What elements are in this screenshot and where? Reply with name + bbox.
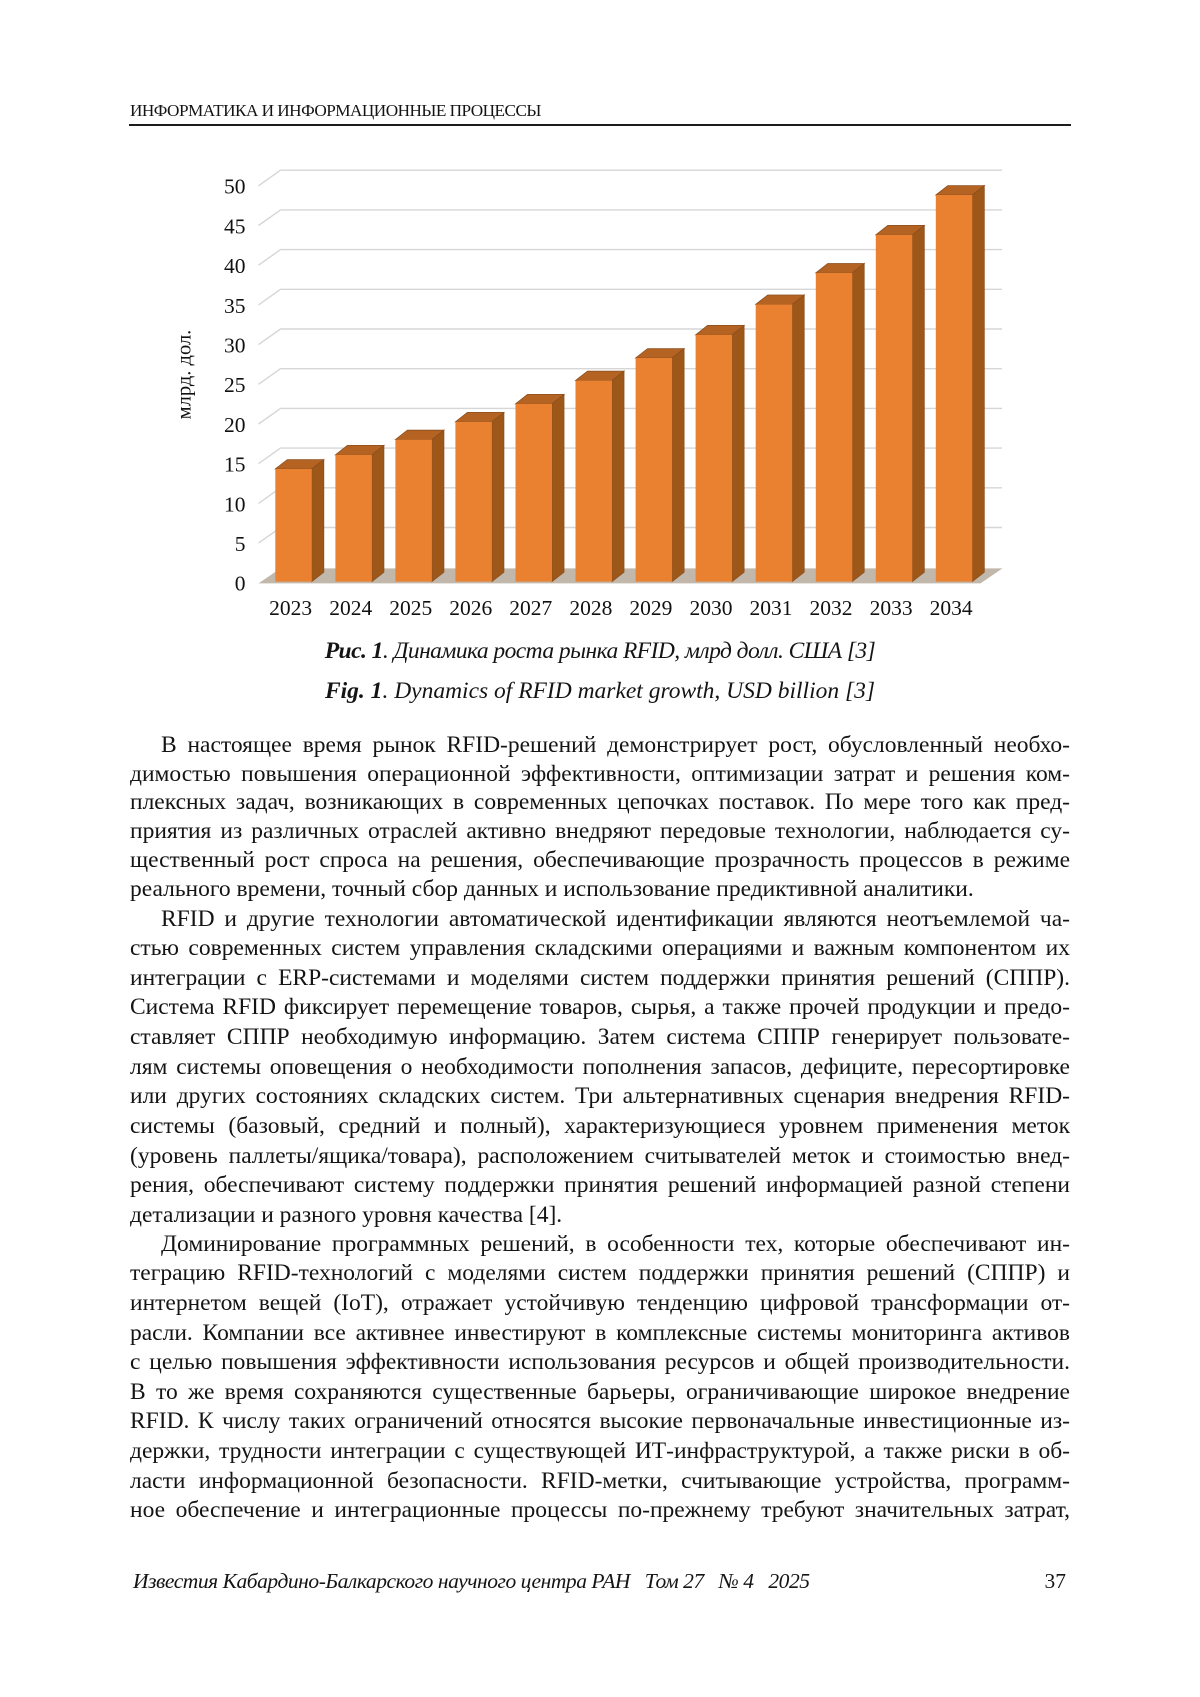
svg-text:2025: 2025 bbox=[389, 596, 432, 620]
svg-text:2033: 2033 bbox=[870, 596, 913, 620]
svg-text:35: 35 bbox=[224, 294, 246, 318]
svg-text:2030: 2030 bbox=[690, 596, 733, 620]
svg-text:20: 20 bbox=[224, 413, 246, 437]
svg-text:2023: 2023 bbox=[269, 596, 312, 620]
svg-text:50: 50 bbox=[224, 175, 246, 199]
svg-text:30: 30 bbox=[224, 334, 246, 358]
svg-text:2028: 2028 bbox=[569, 596, 612, 620]
svg-text:2032: 2032 bbox=[810, 596, 853, 620]
svg-text:0: 0 bbox=[235, 572, 246, 596]
svg-text:25: 25 bbox=[224, 373, 246, 397]
svg-text:2029: 2029 bbox=[629, 596, 672, 620]
svg-text:15: 15 bbox=[224, 453, 246, 477]
svg-text:2034: 2034 bbox=[930, 596, 973, 620]
svg-text:2027: 2027 bbox=[509, 596, 552, 620]
svg-text:5: 5 bbox=[235, 532, 246, 556]
svg-text:40: 40 bbox=[224, 254, 246, 278]
svg-text:2026: 2026 bbox=[449, 596, 492, 620]
svg-text:млрд. дол.: млрд. дол. bbox=[174, 330, 196, 420]
svg-text:10: 10 bbox=[224, 492, 246, 516]
svg-text:2024: 2024 bbox=[329, 596, 372, 620]
svg-text:2031: 2031 bbox=[750, 596, 793, 620]
svg-text:45: 45 bbox=[224, 214, 246, 238]
